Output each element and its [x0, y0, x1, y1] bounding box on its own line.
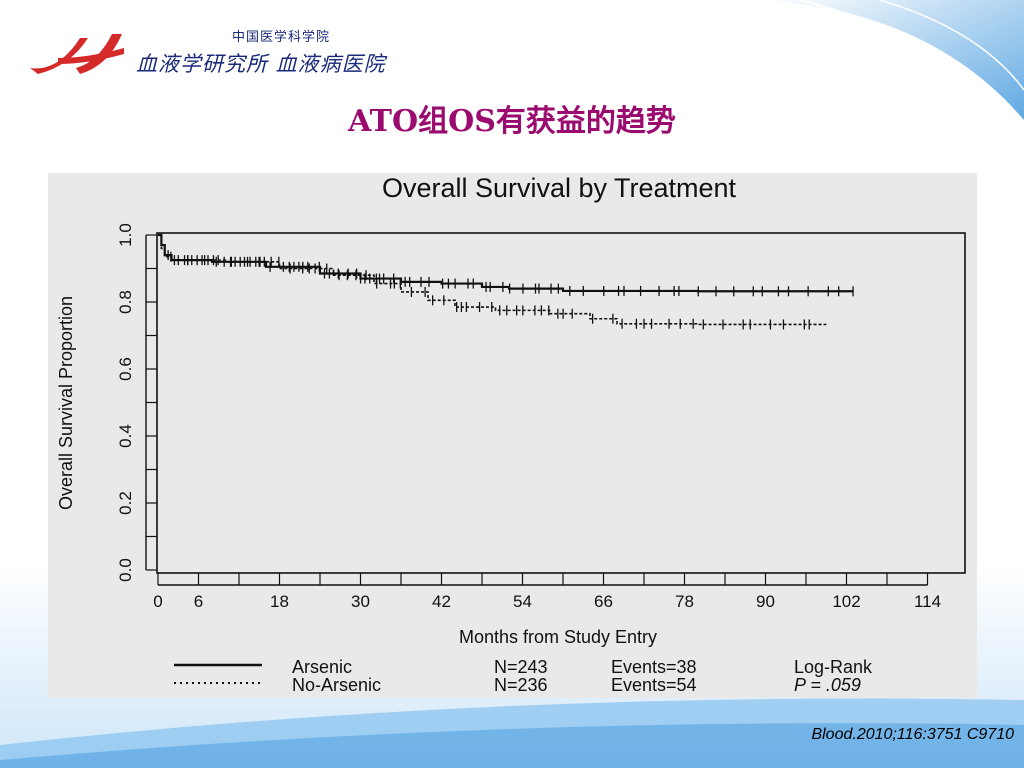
y-tick-label: 0.8: [116, 290, 135, 314]
legend-label-no-arsenic: No-Arsenic: [292, 675, 381, 695]
logo-hospital-name: 血液学研究所 血液病医院: [136, 52, 386, 76]
legend-p-value: P = .059: [794, 675, 861, 695]
x-tick-label: 102: [832, 592, 860, 611]
x-axis: 0 6 18 30 42 54 66 78 90 102 114: [153, 573, 941, 611]
y-tick-label: 1.0: [116, 223, 135, 247]
x-tick-label: 66: [594, 592, 613, 611]
x-tick-label: 114: [914, 592, 941, 611]
x-tick-label: 78: [675, 592, 694, 611]
legend-label-arsenic: Arsenic: [292, 657, 352, 677]
chart-title: Overall Survival by Treatment: [382, 173, 737, 203]
y-axis-label: Overall Survival Proportion: [56, 296, 76, 510]
x-tick-label: 90: [756, 592, 775, 611]
x-tick-label: 30: [351, 592, 370, 611]
legend-events-arsenic: Events=38: [611, 657, 697, 677]
y-tick-label: 0.0: [116, 558, 135, 582]
legend-n-arsenic: N=243: [494, 657, 548, 677]
legend-n-no-arsenic: N=236: [494, 675, 548, 695]
legend-events-no-arsenic: Events=54: [611, 675, 697, 695]
survival-chart: Overall Survival by Treatment 0.00.20.40…: [48, 173, 977, 698]
y-tick-label: 0.6: [116, 357, 135, 381]
logo-icon: [30, 34, 124, 74]
citation: Blood.2010;116:3751 C9710: [811, 726, 1014, 743]
slide-title: ATO组OS有获益的趋势: [348, 104, 676, 139]
y-tick-label: 0.2: [116, 491, 135, 515]
legend-test-label: Log-Rank: [794, 657, 873, 677]
x-tick-label: 18: [270, 592, 289, 611]
legend: Arsenic No-Arsenic N=243 N=236 Events=38…: [174, 657, 873, 695]
series-line-no-arsenic: [158, 234, 827, 326]
y-tick-label: 0.4: [116, 424, 135, 448]
logo-institute-name: 中国医学科学院: [232, 30, 331, 45]
x-tick-label: 54: [513, 592, 532, 611]
survival-curves: [158, 233, 854, 330]
x-tick-label: 0: [153, 592, 162, 611]
y-axis: 0.0 0.2 0.4 0.6 0.8 1.0: [116, 223, 157, 582]
x-tick-label: 42: [432, 592, 451, 611]
x-tick-label: 6: [194, 592, 203, 611]
x-axis-label: Months from Study Entry: [459, 627, 657, 647]
chart-panel-background: [48, 173, 977, 698]
